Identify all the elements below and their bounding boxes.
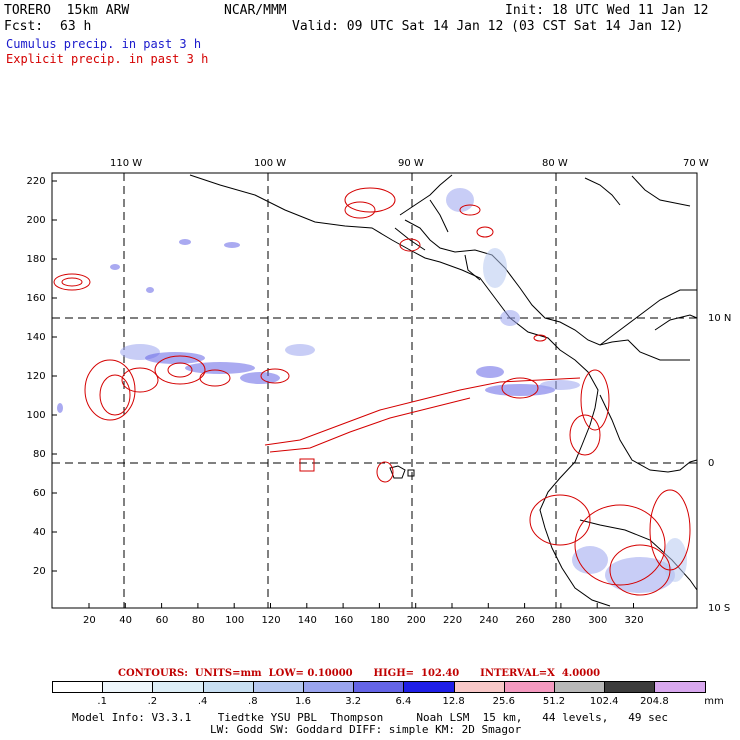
- x-tick-label: 60: [155, 615, 169, 626]
- x-tick-label: 160: [334, 615, 354, 626]
- latitude-label: 10 N: [708, 313, 732, 324]
- cumulus-precip: [57, 188, 687, 593]
- colorbar-swatch: [503, 681, 555, 693]
- map-frame: [51, 172, 698, 609]
- colorbar-swatch: [403, 681, 455, 693]
- x-tick-label: 280: [551, 615, 571, 626]
- colorbar-swatch: [102, 681, 154, 693]
- y-tick-label: 40: [33, 527, 46, 538]
- colorbar-swatch: [353, 681, 405, 693]
- colorbar-swatch: [52, 681, 104, 693]
- y-tick-label: 60: [33, 488, 46, 499]
- lat-lon-grid: [52, 173, 697, 608]
- colorbar-label: 51.2: [542, 696, 566, 707]
- x-tick-label: 40: [119, 615, 133, 626]
- explicit-precip: [53, 187, 691, 596]
- x-tick-label: 140: [297, 615, 317, 626]
- valid-time: Valid: 09 UTC Sat 14 Jan 12 (03 CST Sat …: [292, 19, 684, 34]
- y-tick-label: 180: [26, 254, 46, 265]
- longitude-label: 70 W: [683, 158, 709, 169]
- legend-explicit: Explicit precip. in past 3 h: [6, 52, 209, 66]
- x-tick-label: 120: [261, 615, 281, 626]
- x-tick-label: 320: [624, 615, 644, 626]
- colorbar-swatch: [252, 681, 304, 693]
- longitude-label: 100 W: [254, 158, 287, 169]
- latitude-label: 0: [708, 458, 715, 469]
- colorbar-label: .4: [197, 696, 208, 707]
- x-tick-label: 20: [83, 615, 96, 626]
- station-marker: [299, 458, 315, 472]
- init-time: Init: 18 UTC Wed 11 Jan 12: [505, 3, 709, 18]
- colorbar-swatch: [654, 681, 706, 693]
- contour-info: CONTOURS: UNITS=mm LOW= 0.10000 HIGH= 10…: [118, 668, 601, 679]
- colorbar-label: 204.8: [640, 696, 669, 707]
- forecast-label: Fcst:: [4, 19, 44, 34]
- x-tick-label: 80: [191, 615, 205, 626]
- y-tick-label: 100: [26, 410, 46, 421]
- colorbar-swatch: [453, 681, 505, 693]
- latitude-label: 10 S: [708, 603, 731, 614]
- x-tick-label: 100: [225, 615, 245, 626]
- colorbar-swatch: [303, 681, 355, 693]
- y-tick-label: 160: [26, 293, 46, 304]
- longitude-label: 80 W: [542, 158, 568, 169]
- y-tick-label: 200: [26, 215, 46, 226]
- y-tick-label: 20: [33, 566, 46, 577]
- model-info-physics: LW: Godd SW: Goddard DIFF: simple KM: 2D…: [210, 723, 522, 736]
- colorbar-swatch: [152, 681, 204, 693]
- x-tick-label: 200: [406, 615, 426, 626]
- colorbar-swatch: [202, 681, 254, 693]
- x-tick-label: 180: [370, 615, 390, 626]
- y-tick-label: 80: [33, 449, 46, 460]
- coastlines: [189, 174, 698, 607]
- y-tick-label: 140: [26, 332, 46, 343]
- colorbar-unit: mm: [704, 696, 724, 707]
- y-tick-label: 220: [26, 176, 46, 187]
- forecast-hours: 63 h: [60, 19, 92, 34]
- legend-cumulus: Cumulus precip. in past 3 h: [6, 37, 202, 51]
- colorbar-swatch: [554, 681, 606, 693]
- y-tick-label: 120: [26, 371, 46, 382]
- colorbar-label: .8: [248, 696, 258, 707]
- x-tick-label: 300: [588, 615, 608, 626]
- colorbar-swatch: [604, 681, 656, 693]
- org-label: NCAR/MMM: [224, 3, 287, 18]
- colorbar-label: 3.2: [345, 696, 362, 707]
- colorbar-label: 1.6: [295, 696, 311, 707]
- longitude-label: 90 W: [398, 158, 424, 169]
- x-tick-label: 260: [515, 615, 535, 626]
- model-info: Model Info: V3.3.1 Tiedtke YSU PBL Thomp…: [72, 711, 669, 724]
- colorbar-label: .1: [97, 696, 107, 707]
- colorbar-label: 12.8: [442, 696, 465, 707]
- longitude-label: 110 W: [110, 158, 143, 169]
- colorbar-label: 102.4: [589, 696, 619, 707]
- model-title: TORERO 15km ARW: [4, 3, 130, 18]
- x-tick-label: 220: [443, 615, 463, 626]
- axis-ticks: [52, 180, 634, 608]
- colorbar-label: .2: [147, 696, 158, 707]
- colorbar-label: 6.4: [395, 696, 412, 707]
- x-tick-label: 240: [479, 615, 499, 626]
- colorbar-label: 25.6: [492, 696, 515, 707]
